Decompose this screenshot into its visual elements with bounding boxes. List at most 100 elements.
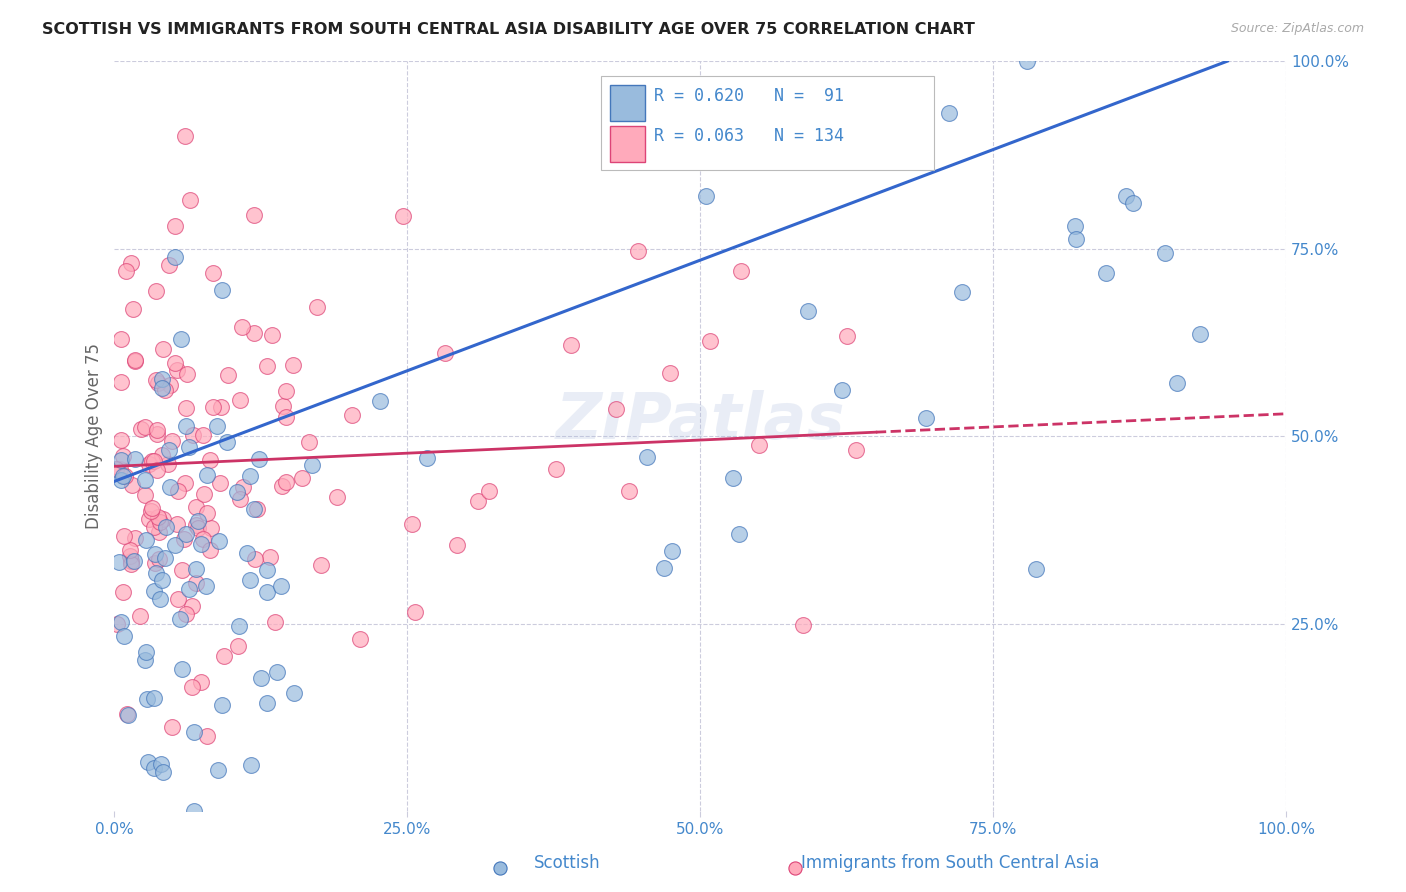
- Point: [544, 462, 567, 476]
- Point: [110, 452, 132, 467]
- Point: [217, 368, 239, 382]
- Point: [150, 372, 173, 386]
- Point: [270, 579, 292, 593]
- Point: [695, 188, 717, 202]
- Point: [478, 484, 501, 499]
- Point: [229, 393, 252, 408]
- Point: [145, 284, 167, 298]
- Point: [170, 332, 193, 346]
- Point: [209, 400, 232, 414]
- Point: [256, 563, 278, 577]
- Point: [177, 582, 200, 597]
- Point: [153, 383, 176, 397]
- Point: [184, 576, 207, 591]
- Point: [146, 463, 169, 477]
- Point: [195, 468, 218, 483]
- Point: [174, 607, 197, 622]
- Point: [792, 618, 814, 632]
- Point: [659, 366, 682, 380]
- Point: [281, 358, 304, 372]
- Point: [165, 356, 187, 370]
- Point: [183, 428, 205, 442]
- Point: [201, 266, 224, 280]
- Point: [1064, 232, 1087, 246]
- Point: [489, 861, 512, 875]
- Point: [200, 520, 222, 534]
- Point: [176, 368, 198, 382]
- Point: [143, 583, 166, 598]
- Point: [166, 517, 188, 532]
- Text: Immigrants from South Central Asia: Immigrants from South Central Asia: [801, 855, 1099, 872]
- Point: [134, 473, 156, 487]
- Point: [1095, 266, 1118, 280]
- Text: R = 0.620   N =  91: R = 0.620 N = 91: [655, 87, 845, 105]
- Point: [404, 605, 426, 619]
- Point: [326, 491, 349, 505]
- Point: [446, 538, 468, 552]
- Point: [120, 543, 142, 558]
- Point: [190, 675, 212, 690]
- Point: [150, 756, 173, 771]
- Point: [190, 537, 212, 551]
- Point: [145, 427, 167, 442]
- Point: [157, 258, 180, 272]
- Point: [1115, 189, 1137, 203]
- Point: [207, 418, 229, 433]
- Point: [150, 573, 173, 587]
- Point: [256, 584, 278, 599]
- Point: [1025, 562, 1047, 576]
- Point: [617, 483, 640, 498]
- Point: [142, 691, 165, 706]
- Point: [915, 411, 938, 425]
- Point: [110, 473, 132, 487]
- Point: [129, 422, 152, 436]
- Point: [1122, 196, 1144, 211]
- Point: [263, 615, 285, 630]
- Point: [434, 345, 457, 359]
- Point: [349, 632, 371, 646]
- Point: [201, 400, 224, 414]
- Point: [938, 105, 960, 120]
- Point: [167, 483, 190, 498]
- Point: [149, 592, 172, 607]
- Point: [654, 561, 676, 575]
- Point: [239, 574, 262, 588]
- Point: [110, 375, 132, 389]
- Point: [368, 394, 391, 409]
- Point: [191, 533, 214, 547]
- Point: [208, 475, 231, 490]
- Point: [605, 401, 627, 416]
- Point: [150, 380, 173, 394]
- Point: [146, 423, 169, 437]
- Point: [195, 506, 218, 520]
- Point: [145, 373, 167, 387]
- Point: [124, 354, 146, 368]
- Point: [134, 488, 156, 502]
- Point: [661, 544, 683, 558]
- Point: [135, 692, 157, 706]
- Point: [114, 264, 136, 278]
- Point: [208, 533, 231, 548]
- Point: [152, 764, 174, 779]
- Point: [730, 263, 752, 277]
- Point: [236, 546, 259, 560]
- Point: [166, 362, 188, 376]
- Point: [148, 524, 170, 539]
- Point: [104, 461, 127, 475]
- Y-axis label: Disability Age Over 75: Disability Age Over 75: [86, 343, 103, 529]
- Point: [845, 443, 868, 458]
- Point: [160, 434, 183, 448]
- Point: [311, 558, 333, 573]
- Point: [128, 608, 150, 623]
- Point: [120, 558, 142, 572]
- Text: Source: ZipAtlas.com: Source: ZipAtlas.com: [1230, 22, 1364, 36]
- Point: [191, 428, 214, 442]
- Point: [108, 462, 131, 476]
- Point: [170, 563, 193, 577]
- Point: [148, 376, 170, 391]
- Point: [342, 408, 364, 422]
- Point: [256, 696, 278, 710]
- Point: [138, 512, 160, 526]
- Point: [143, 556, 166, 570]
- Point: [105, 617, 128, 632]
